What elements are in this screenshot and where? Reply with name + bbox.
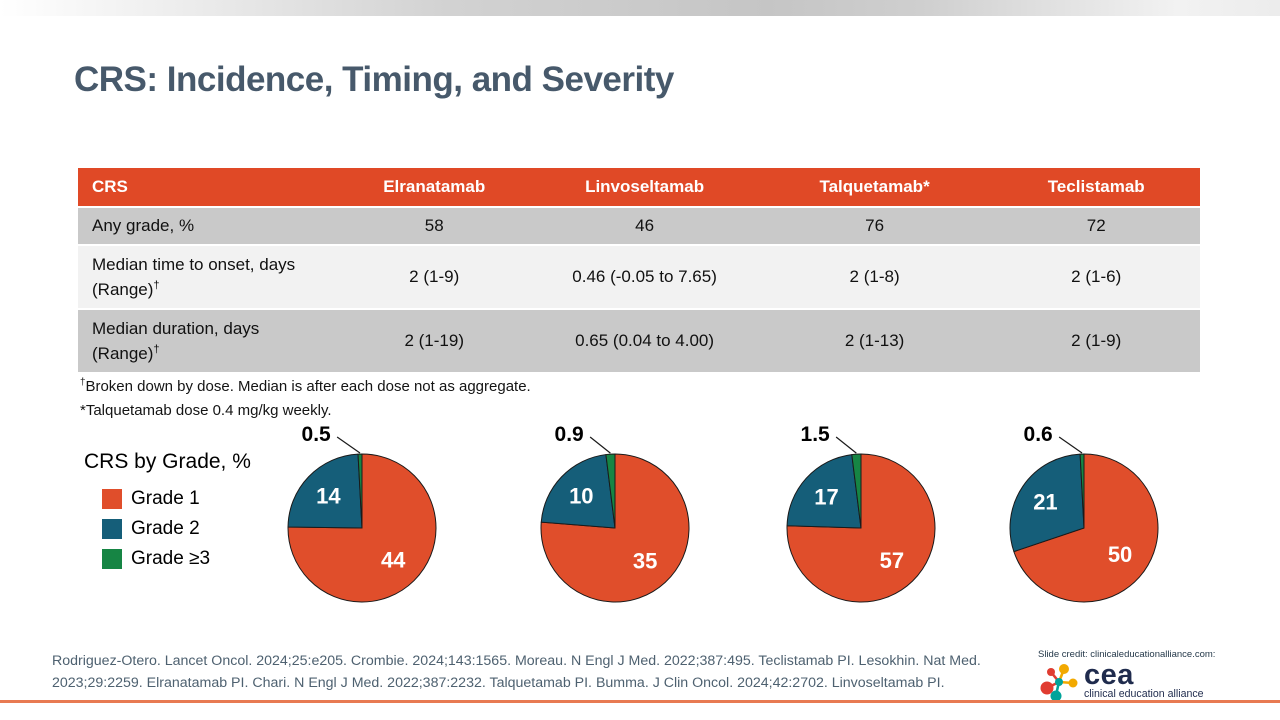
column-header-4: Teclistamab [992, 168, 1200, 208]
table-row: Median time to onset, days (Range)† 2 (1-… [78, 245, 1200, 310]
cea-logo-texts: cea clinical education alliance [1084, 659, 1204, 701]
footnote-2: *Talquetamab dose 0.4 mg/kg weekly. [80, 402, 332, 419]
pie-4-slice-grade-3 [1079, 453, 1085, 529]
chart-title: CRS by Grade, % [84, 450, 251, 473]
legend-swatch-icon [102, 489, 122, 509]
legend-item-1: Grade 1 [102, 488, 251, 510]
reference-line-1: Rodriguez-Otero. Lancet Oncol. 2024;25:e… [52, 653, 981, 669]
pie-2-value-label-grade-3: 0.9 [555, 423, 584, 446]
cell-r0-c0: 58 [336, 207, 533, 246]
legend-swatch-icon [102, 519, 122, 539]
table-row: Median duration, days (Range)† 2 (1-19) 0.… [78, 309, 1200, 374]
pie-1-value-label-grade-2: 14 [316, 484, 341, 509]
page-title: CRS: Incidence, Timing, and Severity [74, 60, 674, 99]
pie-3-value-label-grade-1: 57 [880, 548, 904, 573]
column-header-2: Linvoseltamab [532, 168, 757, 208]
pie-2-value-label-grade-1: 35 [633, 549, 657, 574]
legend-items: Grade 1 Grade 2 Grade ≥3 [84, 488, 251, 570]
slide-credit: Slide credit: clinicaleducationalliance.… [1038, 649, 1248, 704]
cell-r2-c0: 2 (1-19) [336, 309, 533, 374]
pie-1-slice-grade-3 [357, 453, 363, 529]
crs-table: CRS Elranatamab Linvoseltamab Talquetamab* T… [78, 168, 1200, 374]
column-header-0: CRS [78, 168, 337, 208]
crs-table-head: CRS Elranatamab Linvoseltamab Talquetamab* T… [78, 168, 1200, 208]
column-header-3: Talquetamab* [756, 168, 993, 208]
cell-r2-c1: 0.65 (0.04 to 4.00) [532, 309, 757, 374]
legend-label: Grade ≥3 [131, 548, 211, 569]
cea-logo: cea clinical education alliance [1038, 659, 1248, 704]
pie-chart-talquetamab: 57 17 1.5 [786, 423, 936, 603]
pie-3-value-label-grade-2: 17 [814, 485, 838, 510]
pie-1-value-label-grade-1: 44 [381, 548, 406, 573]
pie-chart-linvoseltamab: 35 10 0.9 [540, 423, 690, 603]
pie-1-slice-grade-1 [287, 453, 437, 603]
pie-1-callout-line [336, 436, 361, 454]
cell-r2-c2: 2 (1-13) [756, 309, 993, 374]
cell-r1-c1: 0.46 (-0.05 to 7.65) [532, 245, 757, 310]
pie-4-slice-grade-2 [1009, 453, 1085, 553]
footnotes: †Broken down by dose. Median is after ea… [80, 371, 531, 423]
pie-2-slice-grade-3 [605, 453, 616, 529]
cea-molecule-icon [1040, 664, 1078, 702]
legend-item-2: Grade 2 [102, 518, 251, 540]
legend-label: Grade 1 [131, 488, 200, 509]
cell-r0-c2: 76 [756, 207, 993, 246]
reference-line-2: 2023;29:2259. Elranatamab PI. Chari. N E… [52, 675, 945, 691]
row-label: Median duration, days (Range)† [78, 309, 337, 374]
pie-4-slice-grade-1 [1013, 453, 1159, 603]
pie-3-slice-grade-2 [786, 454, 862, 529]
pie-legend-block: CRS by Grade, % Grade 1 Grade 2 Grade ≥3 [84, 450, 251, 578]
pie-1-value-label-grade-3: 0.5 [302, 423, 332, 446]
row-label: Median time to onset, days (Range)† [78, 245, 337, 310]
top-gradient-bar [0, 0, 1280, 16]
slide-credit-text: Slide credit: clinicaleducationalliance.… [1038, 649, 1216, 660]
pie-3-value-label-grade-3: 1.5 [801, 423, 831, 446]
footnote-1: †Broken down by dose. Median is after ea… [80, 377, 531, 395]
cell-r2-c3: 2 (1-9) [992, 309, 1200, 374]
pie-3-slice-grade-3 [851, 453, 862, 529]
cell-r0-c1: 46 [532, 207, 757, 246]
cell-r1-c3: 2 (1-6) [992, 245, 1200, 310]
column-header-1: Elranatamab [336, 168, 533, 208]
row-label: Any grade, % [78, 207, 337, 246]
crs-table-body: Any grade, % 58 46 76 72 Median time to onset… [78, 207, 1200, 374]
pie-2-slice-grade-1 [540, 453, 690, 603]
pie-3-callout-line [835, 436, 857, 454]
legend-swatch-icon [102, 549, 122, 569]
pie-2-callout-line [589, 436, 611, 454]
legend-label: Grade 2 [131, 518, 200, 539]
pie-2-slice-grade-2 [540, 454, 616, 529]
pie-1-slice-grade-2 [287, 453, 363, 529]
bottom-accent-line [0, 700, 1280, 703]
cea-logo-subtext: clinical education alliance [1084, 688, 1204, 700]
cell-r0-c3: 72 [992, 207, 1200, 246]
pie-chart-elranatamab: 44 14 0.5 [287, 423, 437, 603]
cea-logo-wordmark: cea [1084, 659, 1134, 691]
references: Rodriguez-Otero. Lancet Oncol. 2024;25:e… [52, 650, 1052, 694]
cell-r1-c2: 2 (1-8) [756, 245, 993, 310]
cell-r1-c0: 2 (1-9) [336, 245, 533, 310]
pie-2-value-label-grade-2: 10 [569, 484, 593, 509]
legend-item-3: Grade ≥3 [102, 548, 251, 570]
pie-4-value-label-grade-2: 21 [1033, 490, 1057, 515]
pie-4-callout-line [1058, 436, 1083, 454]
pie-chart-teclistamab: 50 21 0.6 [1009, 423, 1159, 603]
table-row: Any grade, % 58 46 76 72 [78, 207, 1200, 246]
pie-4-value-label-grade-3: 0.6 [1024, 423, 1053, 446]
pie-4-value-label-grade-1: 50 [1108, 542, 1132, 567]
